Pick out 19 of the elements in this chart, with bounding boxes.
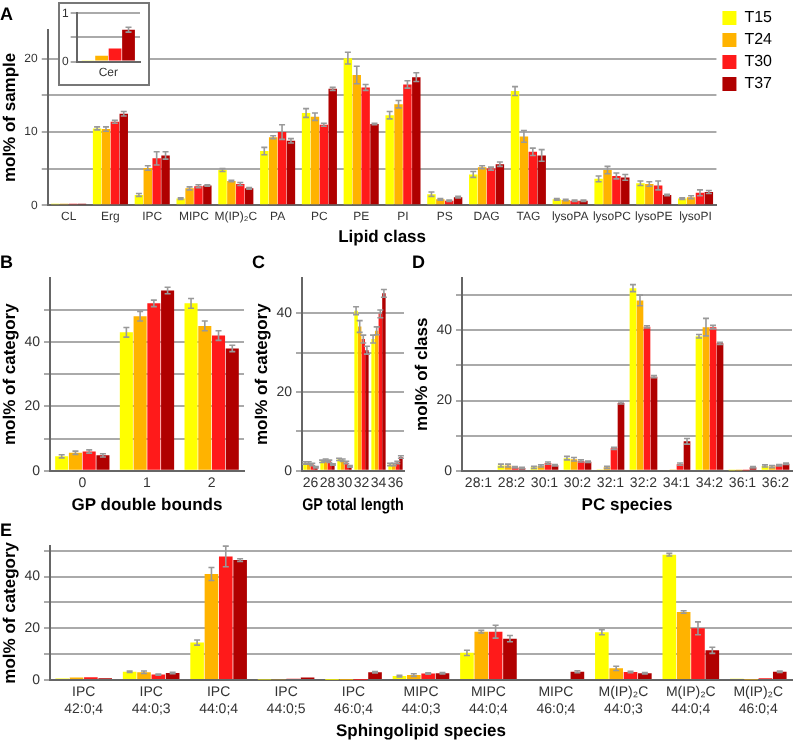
x-axis-title: Lipid class bbox=[338, 226, 427, 247]
x-axis-title: GP double bounds bbox=[71, 494, 223, 515]
chart-title: B bbox=[0, 251, 14, 272]
x-axis-title: GP total length bbox=[302, 495, 405, 515]
legend-label: T24 bbox=[744, 30, 774, 49]
chart-title: D bbox=[412, 251, 426, 272]
y-axis-title: mol% of category bbox=[250, 302, 271, 446]
legend-label: T15 bbox=[744, 8, 774, 27]
y-axis-title: mol% of sample bbox=[0, 52, 19, 183]
x-axis-title: PC species bbox=[581, 494, 673, 515]
chart-title: A bbox=[0, 3, 14, 24]
chart-title: C bbox=[252, 251, 266, 272]
x-axis-title: Sphingolipid species bbox=[335, 720, 507, 741]
chart-title: E bbox=[0, 519, 13, 540]
legend-label: T37 bbox=[744, 74, 774, 93]
y-axis-title: mol% of class bbox=[410, 316, 431, 431]
y-axis-title: mol% of category bbox=[0, 541, 19, 684]
legend-label: T30 bbox=[744, 52, 774, 71]
y-axis-title: mol% of category bbox=[0, 302, 19, 446]
